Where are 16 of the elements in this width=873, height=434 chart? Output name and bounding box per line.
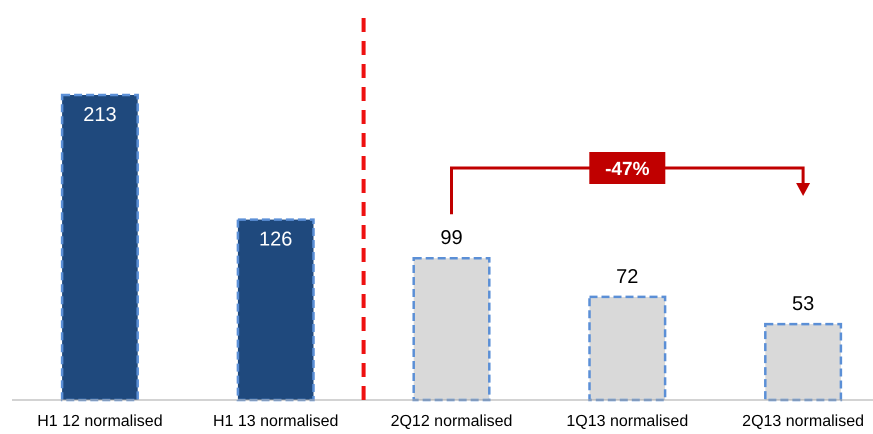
- x-tick-label: 2Q13 normalised: [742, 413, 864, 430]
- annotation: -47%: [605, 159, 650, 180]
- data-label: 72: [616, 266, 638, 288]
- data-label: 99: [440, 227, 463, 250]
- x-tick-label: 1Q13 normalised: [566, 413, 688, 430]
- x-tick-label: 2Q12 normalised: [390, 413, 512, 430]
- data-label: 53: [792, 293, 814, 316]
- bar: [764, 322, 842, 402]
- bar: [60, 94, 139, 402]
- x-tick-label: H1 13 normalised: [212, 413, 338, 430]
- bar: [412, 256, 491, 402]
- data-label: 126: [259, 228, 292, 251]
- data-label: 213: [83, 104, 117, 126]
- bar: [236, 218, 315, 402]
- bar: [588, 296, 666, 402]
- x-tick-label: H1 12 normalised: [37, 413, 163, 430]
